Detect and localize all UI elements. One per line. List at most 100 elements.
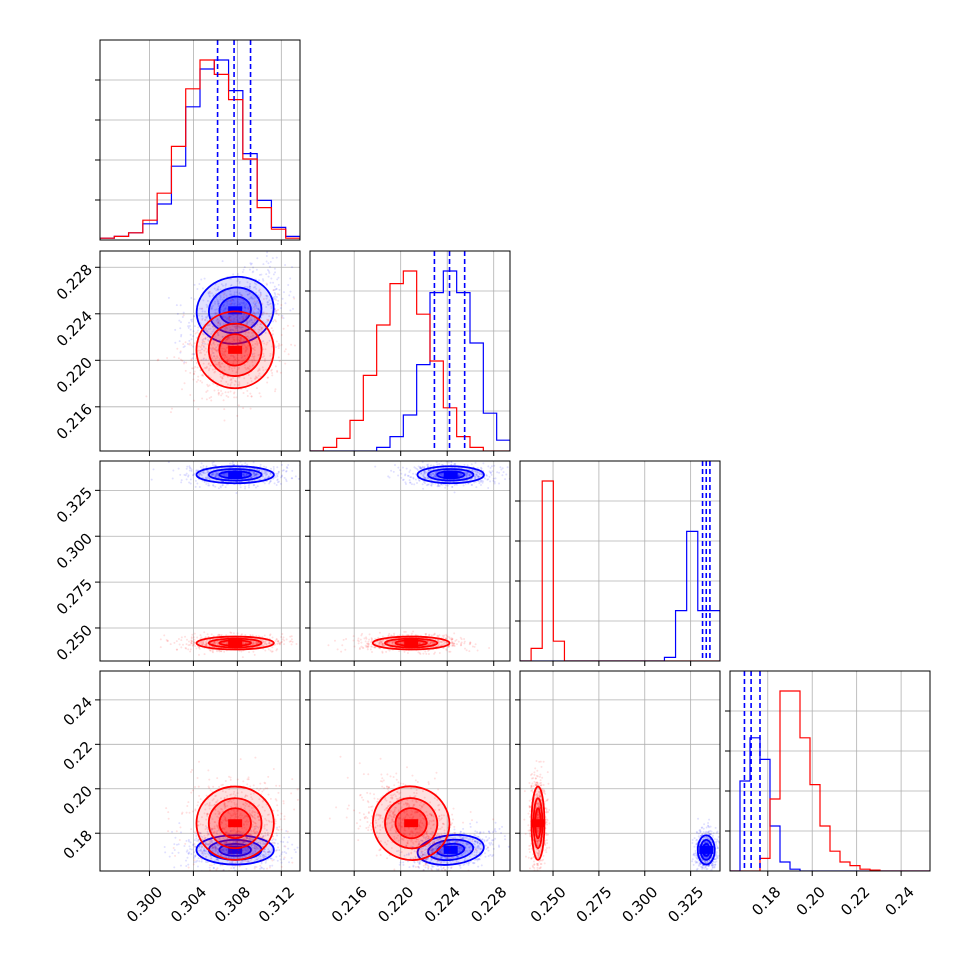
scatter-point — [280, 636, 282, 638]
scatter-point — [197, 866, 199, 868]
scatter-point — [194, 284, 196, 286]
y-tick-label: 0.228 — [53, 261, 96, 304]
scatter-point — [174, 329, 176, 331]
scatter-point — [268, 272, 270, 274]
scatter-point — [242, 271, 244, 273]
density-peak-red — [228, 639, 242, 647]
scatter-point — [174, 849, 176, 851]
scatter-point — [184, 382, 186, 384]
scatter-point — [166, 357, 168, 359]
scatter-point — [283, 836, 285, 838]
scatter-point — [199, 380, 201, 382]
scatter-point — [202, 374, 204, 376]
scatter-point — [227, 300, 229, 302]
scatter-point — [188, 340, 190, 342]
scatter-point — [275, 365, 277, 367]
scatter-point — [281, 464, 283, 466]
scatter-point — [181, 388, 183, 390]
scatter-point — [403, 479, 405, 481]
scatter-point — [207, 633, 209, 635]
scatter-point — [449, 651, 451, 653]
scatter-point — [278, 343, 280, 345]
scatter-point — [415, 473, 417, 475]
scatter-point — [191, 367, 193, 369]
scatter-point — [201, 381, 203, 383]
scatter-point — [439, 652, 441, 654]
plot-area — [310, 251, 510, 451]
scatter-point — [496, 471, 498, 473]
scatter-point — [480, 459, 482, 461]
scatter-point — [353, 645, 355, 647]
scatter-point — [254, 654, 256, 656]
scatter-point — [188, 845, 190, 847]
scatter-point — [193, 857, 195, 859]
scatter-point — [463, 485, 465, 487]
scatter-point — [357, 638, 359, 640]
scatter-point — [365, 640, 367, 642]
scatter-point — [321, 323, 323, 325]
plot-area — [100, 40, 300, 240]
scatter-point — [181, 479, 183, 481]
scatter-point — [269, 633, 271, 635]
scatter-point — [448, 646, 450, 648]
scatter-point — [243, 269, 245, 271]
scatter-point — [303, 471, 305, 473]
scatter-point — [463, 638, 465, 640]
scatter-point — [238, 404, 240, 406]
scatter-point — [419, 480, 421, 482]
scatter-point — [241, 294, 243, 296]
scatter-point — [368, 639, 370, 641]
scatter-point — [193, 473, 195, 475]
scatter-point — [456, 643, 458, 645]
scatter-point — [267, 262, 269, 264]
scatter-point — [182, 343, 184, 345]
scatter-point — [365, 638, 367, 640]
panel-2-1: 0.2160.2200.2240.228 — [53, 240, 323, 456]
scatter-point — [254, 308, 256, 310]
scatter-point — [389, 650, 391, 652]
scatter-point — [198, 654, 200, 656]
scatter-point — [180, 865, 182, 867]
scatter-point — [187, 864, 189, 866]
scatter-point — [281, 475, 283, 477]
scatter-point — [501, 474, 503, 476]
scatter-point — [494, 477, 496, 479]
scatter-point — [193, 353, 195, 355]
scatter-point — [190, 841, 192, 843]
scatter-point — [164, 846, 166, 848]
scatter-point — [276, 638, 278, 640]
scatter-point — [177, 313, 179, 315]
scatter-point — [300, 307, 302, 309]
scatter-point — [374, 466, 376, 468]
scatter-point — [297, 847, 299, 849]
scatter-point — [294, 849, 296, 851]
scatter-point — [191, 638, 193, 640]
scatter-point — [265, 466, 267, 468]
scatter-point — [413, 483, 415, 485]
scatter-point — [236, 415, 238, 417]
scatter-point — [201, 319, 203, 321]
scatter-point — [360, 634, 362, 636]
scatter-point — [197, 408, 199, 410]
scatter-point — [491, 474, 493, 476]
scatter-point — [188, 641, 190, 643]
scatter-point — [482, 462, 484, 464]
scatter-point — [280, 372, 282, 374]
scatter-point — [447, 485, 449, 487]
scatter-point — [290, 291, 292, 293]
y-tick-label: 0.224 — [53, 307, 96, 350]
scatter-point — [250, 264, 252, 266]
scatter-point — [260, 274, 262, 276]
scatter-point — [487, 465, 489, 467]
scatter-point — [181, 636, 183, 638]
scatter-point — [260, 314, 262, 316]
scatter-point — [190, 648, 192, 650]
scatter-point — [180, 831, 182, 833]
scatter-point — [484, 478, 486, 480]
scatter-point — [460, 637, 462, 639]
scatter-point — [250, 408, 252, 410]
scatter-point — [275, 346, 277, 348]
scatter-point — [278, 289, 280, 291]
scatter-point — [218, 634, 220, 636]
scatter-point — [230, 303, 232, 305]
